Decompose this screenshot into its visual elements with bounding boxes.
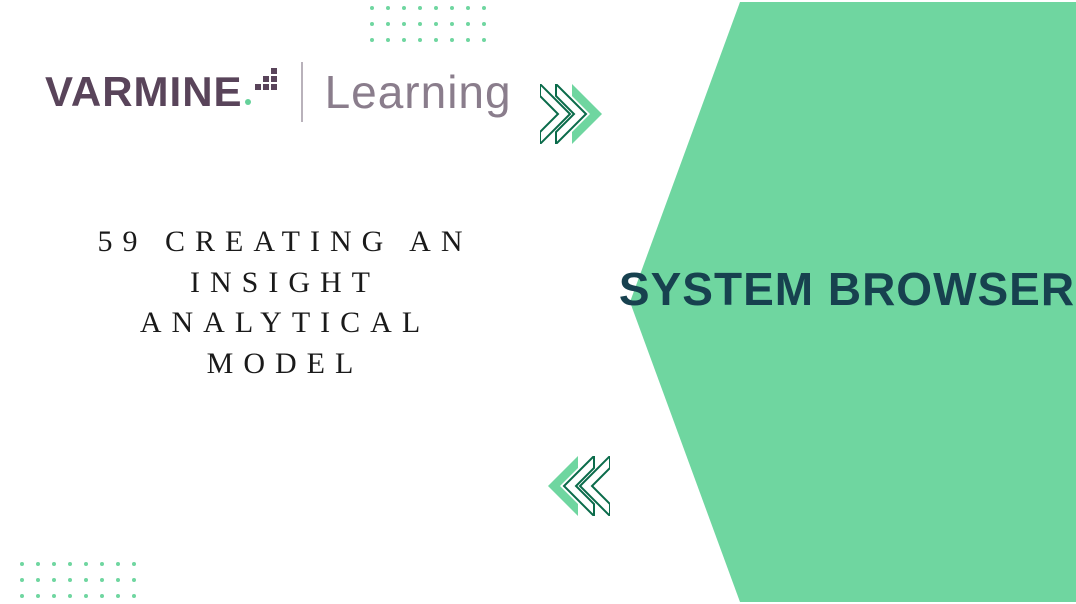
lesson-title: 59 CREATING AN INSIGHT ANALYTICAL MODEL [70, 222, 500, 384]
decorative-dot [68, 594, 72, 598]
brand-triangle-icon [255, 64, 283, 92]
decorative-dot [418, 6, 422, 10]
decorative-dot [370, 6, 374, 10]
decorative-dot [386, 6, 390, 10]
decorative-dot [450, 38, 454, 42]
decorative-dot [84, 562, 88, 566]
decorative-dot [466, 6, 470, 10]
decorative-dot [370, 38, 374, 42]
logo-block: VARMINE Learning [45, 62, 512, 122]
decorative-dot [418, 22, 422, 26]
logo-divider [301, 62, 303, 122]
decorative-dot [466, 22, 470, 26]
decorative-dot [52, 594, 56, 598]
decorative-dot [20, 562, 24, 566]
brand-wordmark: VARMINE [45, 68, 283, 116]
decorative-dot [466, 38, 470, 42]
dot-grid-top [370, 6, 486, 42]
decorative-dot [116, 578, 120, 582]
decorative-dot [84, 594, 88, 598]
decorative-dot [68, 578, 72, 582]
decorative-dot [36, 594, 40, 598]
decorative-dot [434, 22, 438, 26]
decorative-dot [434, 38, 438, 42]
decorative-dot [450, 6, 454, 10]
decorative-dot [116, 562, 120, 566]
decorative-dot [402, 22, 406, 26]
decorative-dot [386, 22, 390, 26]
decorative-dot [132, 594, 136, 598]
decorative-dot [20, 594, 24, 598]
lesson-title-line: ANALYTICAL [70, 303, 500, 344]
decorative-dot [482, 6, 486, 10]
decorative-dot [20, 578, 24, 582]
decorative-dot [370, 22, 374, 26]
decorative-dot [68, 562, 72, 566]
brand-text: VARMINE [45, 68, 243, 116]
slide-canvas: VARMINE Learning [0, 0, 1076, 604]
decorative-dot [36, 578, 40, 582]
decorative-dot [402, 6, 406, 10]
decorative-dot [52, 578, 56, 582]
decorative-dot [36, 562, 40, 566]
decorative-dot [52, 562, 56, 566]
decorative-dot [132, 562, 136, 566]
lesson-title-line: 59 CREATING AN [70, 222, 500, 263]
decorative-dot [482, 22, 486, 26]
decorative-dot [386, 38, 390, 42]
decorative-dot [418, 38, 422, 42]
logo-section-label: Learning [325, 65, 512, 119]
decorative-dot [132, 578, 136, 582]
hexagon-label: SYSTEM BROWSER [618, 262, 1076, 316]
decorative-dot [482, 38, 486, 42]
lesson-title-line: INSIGHT [70, 263, 500, 304]
decorative-dot [100, 578, 104, 582]
decorative-dot [116, 594, 120, 598]
decorative-dot [100, 594, 104, 598]
decorative-dot [402, 38, 406, 42]
brand-accent-dot-icon [245, 99, 251, 105]
lesson-title-line: MODEL [70, 344, 500, 385]
decorative-dot [434, 6, 438, 10]
decorative-dot [84, 578, 88, 582]
decorative-dot [100, 562, 104, 566]
dot-grid-bottom [20, 562, 136, 598]
decorative-dot [450, 22, 454, 26]
